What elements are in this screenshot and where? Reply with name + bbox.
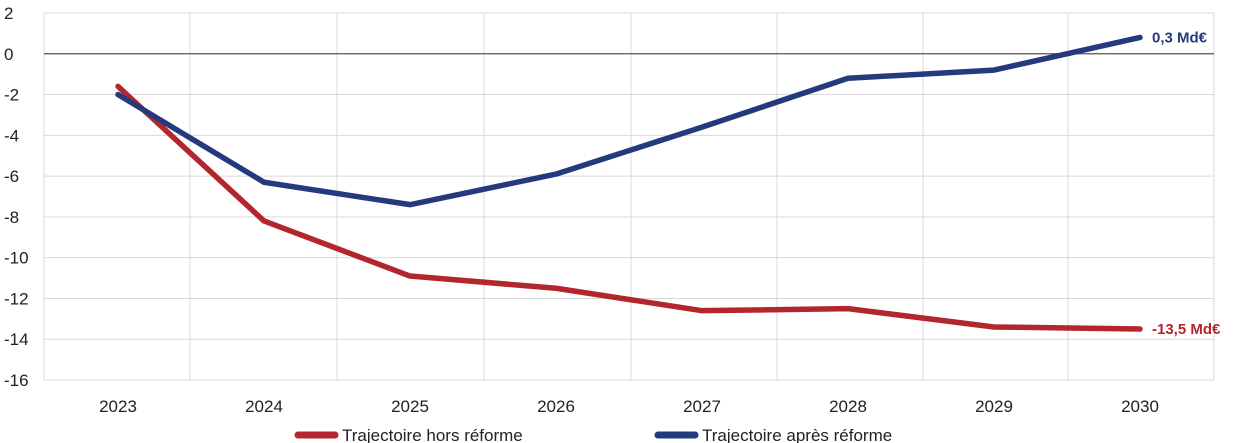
series-lines (115, 34, 1143, 332)
x-tick-label: 2028 (829, 397, 867, 416)
y-tick-label: -14 (4, 330, 29, 349)
y-tick-label: -16 (4, 371, 29, 390)
series-end-label-0: -13,5 Md€ (1152, 321, 1221, 338)
x-tick-label: 2030 (1121, 397, 1159, 416)
series-line-0 (115, 83, 1143, 332)
y-tick-label: -8 (4, 208, 19, 227)
legend-label-hors-reforme: Trajectoire hors réforme (342, 426, 523, 443)
series-line-1 (115, 34, 1143, 208)
x-tick-label: 2025 (391, 397, 429, 416)
legend-label-apres-reforme: Trajectoire après réforme (702, 426, 892, 443)
y-tick-label: -6 (4, 167, 19, 186)
y-axis-tick-labels: 2 0 -2 -4 -6 -8 -10 -12 -14 -16 (4, 4, 29, 390)
x-tick-label: 2027 (683, 397, 721, 416)
x-tick-label: 2029 (975, 397, 1013, 416)
y-tick-label: 0 (4, 45, 13, 64)
y-tick-label: 2 (4, 4, 13, 23)
y-tick-label: -2 (4, 86, 19, 105)
series-end-labels: -13,5 Md€ 0,3 Md€ (1152, 29, 1221, 338)
y-tick-label: -10 (4, 249, 29, 268)
series-end-label-1: 0,3 Md€ (1152, 29, 1208, 46)
x-tick-label: 2023 (99, 397, 137, 416)
legend: Trajectoire hors réforme Trajectoire apr… (294, 426, 892, 443)
x-tick-label: 2024 (245, 397, 283, 416)
y-tick-label: -12 (4, 289, 29, 308)
x-axis-tick-labels: 2023 2024 2025 2026 2027 2028 2029 2030 (99, 397, 1159, 416)
y-tick-label: -4 (4, 126, 19, 145)
x-tick-label: 2026 (537, 397, 575, 416)
